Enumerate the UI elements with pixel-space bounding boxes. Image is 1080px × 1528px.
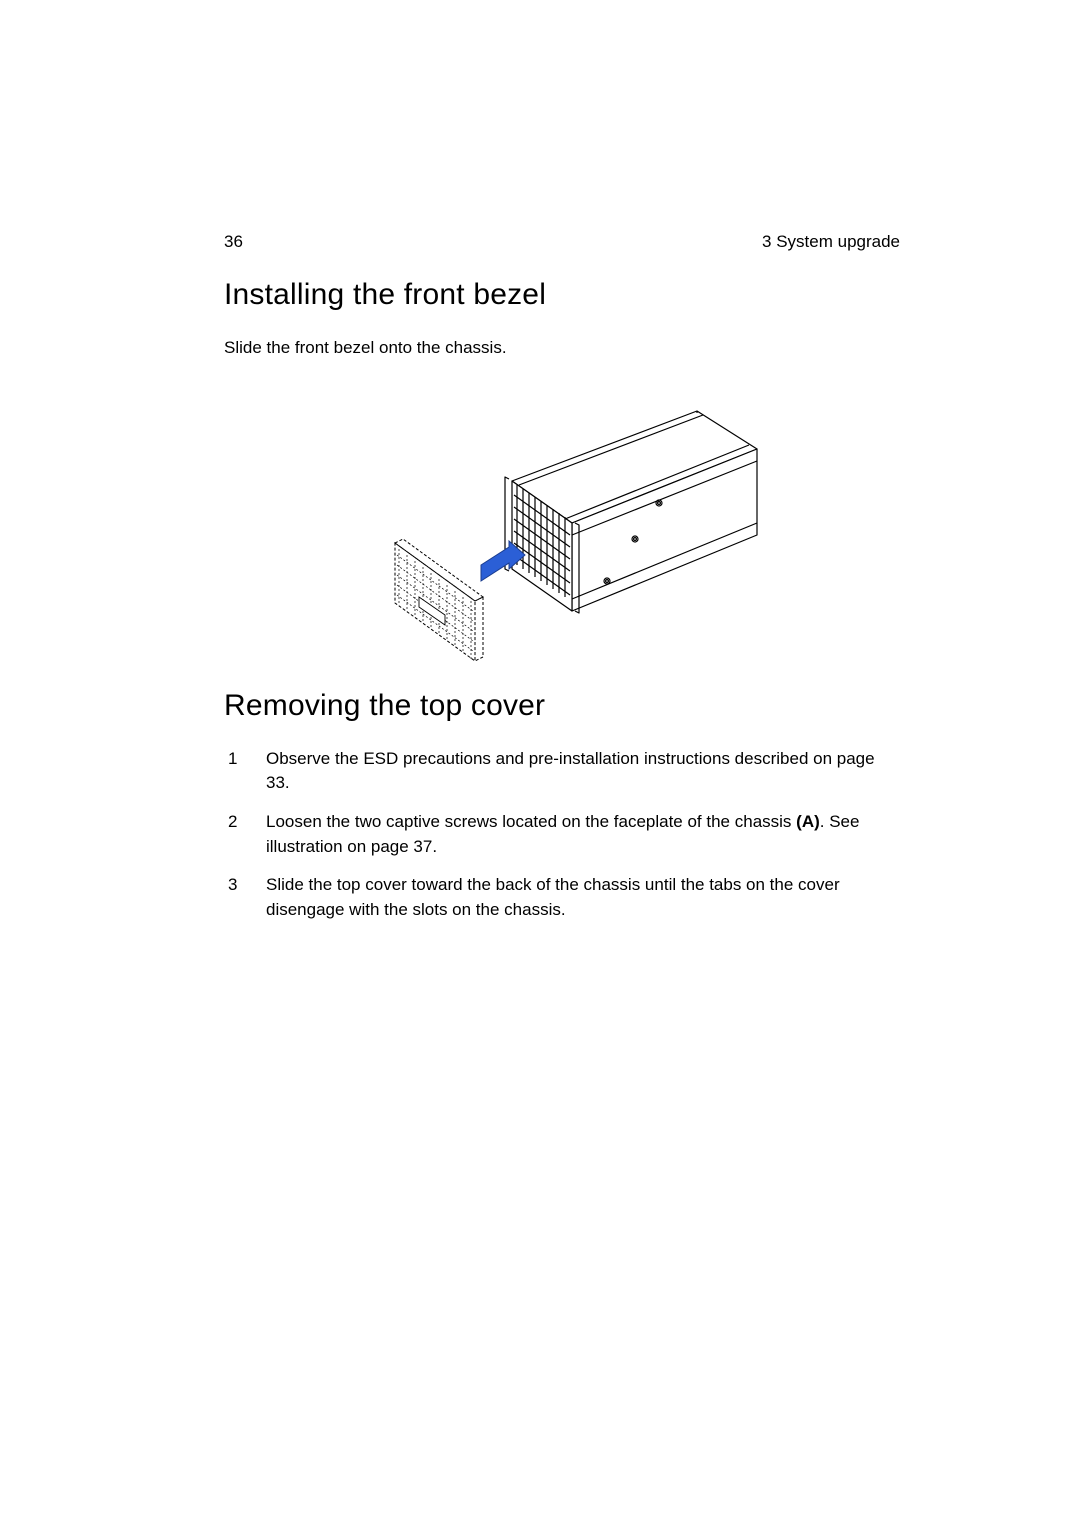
intro-text: Slide the front bezel onto the chassis. [224, 336, 900, 361]
document-page: 36 3 System upgrade Installing the front… [0, 0, 1080, 922]
step-text-bold: (A) [796, 812, 820, 831]
chassis-bezel-illustration [357, 383, 767, 665]
step-text: Observe the ESD precautions and pre-inst… [266, 747, 900, 796]
step-number: 1 [228, 747, 244, 796]
step-number: 2 [228, 810, 244, 859]
page-header: 36 3 System upgrade [224, 232, 900, 252]
page-number: 36 [224, 232, 243, 252]
step-text-before: Loosen the two captive screws located on… [266, 812, 796, 831]
steps-list: 1 Observe the ESD precautions and pre-in… [224, 747, 900, 923]
step-text: Slide the top cover toward the back of t… [266, 873, 900, 922]
chapter-label: 3 System upgrade [762, 232, 900, 252]
step-number: 3 [228, 873, 244, 922]
list-item: 1 Observe the ESD precautions and pre-in… [224, 747, 900, 796]
section-heading-remove-cover: Removing the top cover [224, 689, 900, 723]
step-text: Loosen the two captive screws located on… [266, 810, 900, 859]
list-item: 3 Slide the top cover toward the back of… [224, 873, 900, 922]
figure-container [224, 383, 900, 665]
section-heading-install-bezel: Installing the front bezel [224, 278, 900, 312]
list-item: 2 Loosen the two captive screws located … [224, 810, 900, 859]
